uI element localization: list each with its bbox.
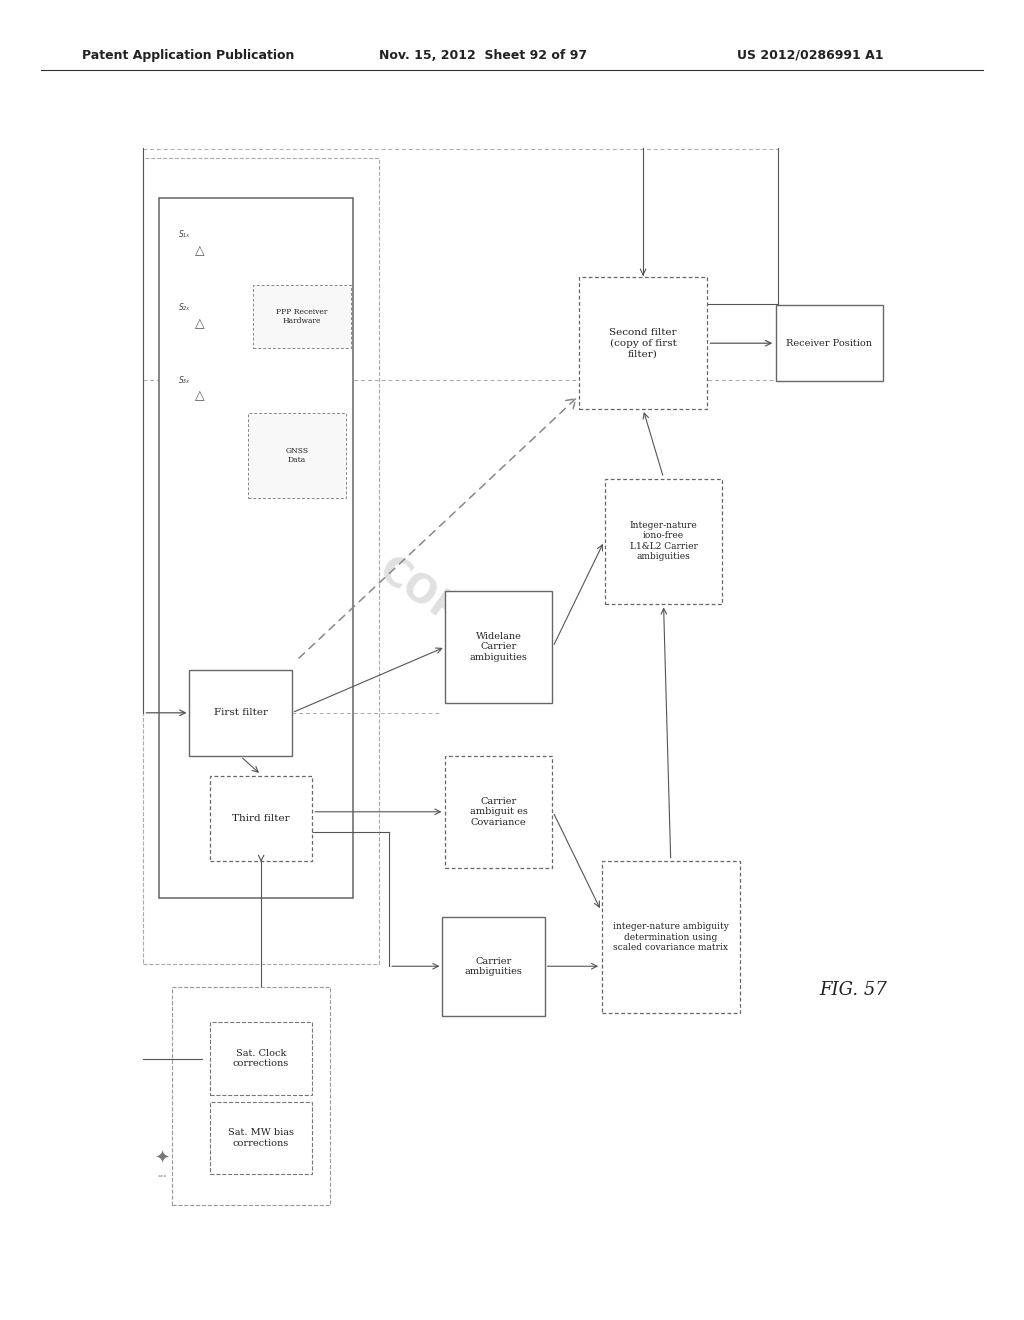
Text: Sat. MW bias
corrections: Sat. MW bias corrections bbox=[228, 1129, 294, 1147]
Text: Second filter
(copy of first
filter): Second filter (copy of first filter) bbox=[609, 329, 677, 358]
Bar bbox=[210, 1022, 312, 1096]
Text: Third filter: Third filter bbox=[232, 814, 290, 822]
Text: Carrier
ambiguit es
Covariance: Carrier ambiguit es Covariance bbox=[470, 797, 527, 826]
Text: Carrier
ambiguities: Carrier ambiguities bbox=[465, 957, 522, 975]
Text: COPY: COPY bbox=[371, 552, 489, 649]
Text: Integer-nature
iono-free
L1&L2 Carrier
ambiguities: Integer-nature iono-free L1&L2 Carrier a… bbox=[630, 521, 697, 561]
Text: GNSS
Data: GNSS Data bbox=[286, 446, 308, 465]
Bar bbox=[159, 198, 353, 898]
Text: ✦: ✦ bbox=[155, 1150, 169, 1168]
Text: △: △ bbox=[195, 244, 205, 257]
Bar bbox=[210, 776, 312, 861]
Text: First filter: First filter bbox=[214, 709, 267, 717]
Bar bbox=[210, 1101, 312, 1175]
Text: Nov. 15, 2012  Sheet 92 of 97: Nov. 15, 2012 Sheet 92 of 97 bbox=[379, 49, 587, 62]
Bar bbox=[602, 862, 739, 1014]
Text: S₁ₓ: S₁ₓ bbox=[179, 231, 189, 239]
Text: S₃ₓ: S₃ₓ bbox=[179, 376, 189, 384]
Bar bbox=[444, 591, 553, 702]
Text: PPP Receiver
Hardware: PPP Receiver Hardware bbox=[276, 308, 328, 326]
Text: ₓₓₓ: ₓₓₓ bbox=[157, 1172, 167, 1177]
Text: S₂ₓ: S₂ₓ bbox=[179, 304, 189, 312]
Bar bbox=[171, 987, 330, 1204]
Text: US 2012/0286991 A1: US 2012/0286991 A1 bbox=[737, 49, 884, 62]
Bar bbox=[143, 158, 379, 964]
Text: △: △ bbox=[195, 389, 205, 403]
Text: Sat. Clock
corrections: Sat. Clock corrections bbox=[233, 1049, 289, 1068]
Bar bbox=[189, 671, 292, 755]
Text: Widelane
Carrier
ambiguities: Widelane Carrier ambiguities bbox=[470, 632, 527, 661]
Bar bbox=[604, 479, 723, 605]
Bar bbox=[444, 755, 553, 869]
Text: FIG. 57: FIG. 57 bbox=[819, 981, 887, 999]
FancyArrowPatch shape bbox=[299, 399, 575, 659]
Bar bbox=[254, 285, 350, 348]
Bar bbox=[580, 277, 707, 409]
Bar bbox=[776, 305, 883, 381]
Text: Patent Application Publication: Patent Application Publication bbox=[82, 49, 294, 62]
Text: △: △ bbox=[195, 317, 205, 330]
Bar bbox=[248, 412, 346, 498]
Bar bbox=[442, 916, 545, 1016]
Bar bbox=[143, 149, 778, 380]
Text: integer-nature ambiguity
determination using
scaled covariance matrix: integer-nature ambiguity determination u… bbox=[612, 923, 729, 952]
Text: Receiver Position: Receiver Position bbox=[786, 339, 872, 347]
